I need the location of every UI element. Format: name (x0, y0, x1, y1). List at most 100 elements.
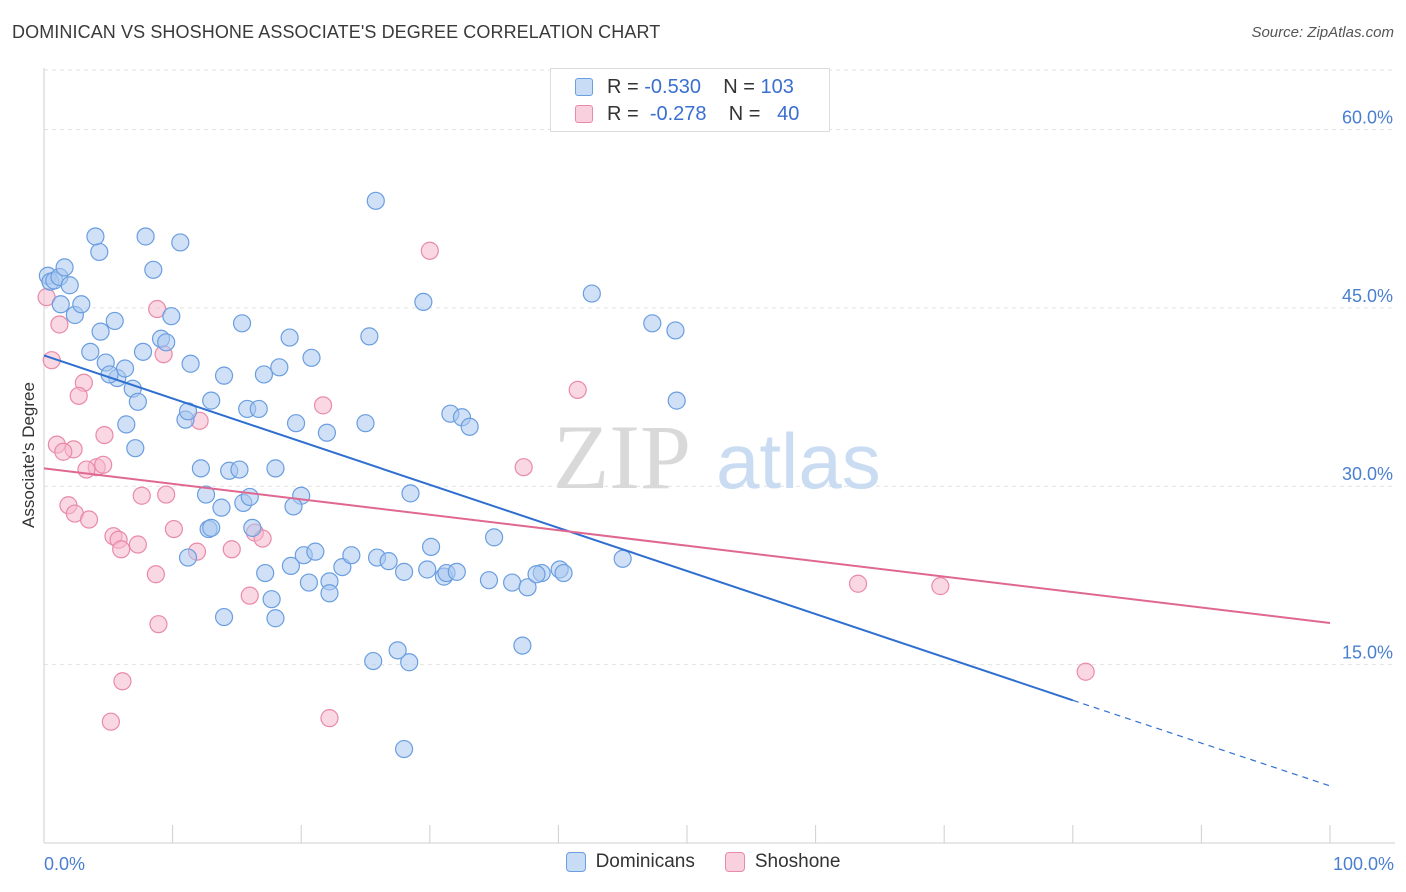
dominicans-point (284, 497, 303, 516)
shoshone-point (101, 712, 120, 731)
dominicans-point (460, 417, 479, 436)
grid-lines (44, 69, 1395, 666)
dominicans-point (178, 548, 198, 567)
dominicans-point (667, 391, 686, 410)
shoshone-point (420, 241, 439, 260)
shoshone-point (79, 510, 99, 529)
y-axis-label: Associate's Degree (19, 382, 38, 528)
dominicans-point (414, 292, 433, 311)
dominicans-point (72, 295, 91, 314)
dominicans-point (364, 651, 383, 671)
shoshone-point (222, 540, 241, 559)
shoshone-point (164, 519, 183, 539)
dominicans-point (286, 414, 306, 433)
dominicans-point (270, 358, 289, 377)
dominicans-point (281, 556, 301, 576)
dominicans-point (91, 322, 110, 341)
dominicans-point (388, 641, 407, 660)
dominicans-point (202, 391, 221, 410)
dominicans-point (527, 565, 546, 584)
dominicans-point (299, 573, 319, 592)
shoshone-point (313, 396, 333, 415)
dominicans-point (554, 563, 573, 583)
dominicans-point (262, 590, 281, 609)
dominicans-point (133, 342, 153, 361)
x-tick-labels: 0.0% 100.0% (44, 854, 1394, 874)
dominicans-point (447, 562, 466, 581)
dominicans-point (317, 423, 337, 442)
legend-n-label: N = (728, 102, 761, 125)
dominicans-point (115, 359, 135, 378)
shoshone-point (50, 315, 69, 334)
series-legend-shoshone[interactable]: Shoshone (724, 851, 841, 873)
dominicans-point (518, 578, 537, 597)
series-label-shoshone: Shoshone (754, 851, 841, 872)
dominicans-point (379, 552, 398, 571)
series-swatch-dominicans (565, 852, 586, 872)
watermark-atlas: atlas (716, 417, 881, 505)
legend-r-value: -0.530 (644, 75, 701, 98)
shoshone-point (95, 425, 114, 445)
dominicans-point (81, 342, 100, 361)
dominicans-point (144, 260, 163, 279)
y-tick-label: 30.0% (1342, 464, 1393, 484)
shoshone-point (94, 455, 113, 474)
x-tick-label: 100.0% (1333, 854, 1394, 874)
y-tick-label: 45.0% (1342, 286, 1393, 306)
series-shoshone-points (37, 241, 1095, 731)
dominicans-point (503, 573, 522, 592)
dominicans-point (485, 528, 504, 547)
dominicans-point (90, 242, 109, 262)
trend-lines (43, 354, 1331, 787)
dominicans-point (214, 607, 234, 627)
dominicans-point (366, 191, 385, 210)
shoshone-point (1076, 662, 1095, 681)
dominicans-point (513, 636, 532, 655)
y-tick-labels: 15.0% 30.0% 45.0% 60.0% (1342, 107, 1393, 662)
legend-r-value: -0.278 (649, 102, 707, 125)
dominicans-point (613, 549, 632, 568)
shoshone-point (848, 574, 868, 593)
shoshone-point (128, 535, 147, 554)
legend-n-value: 103 (760, 75, 794, 98)
dominicans-point (249, 399, 268, 419)
dominicans-point (360, 327, 379, 346)
legend-n-label: N = (723, 75, 755, 98)
dominicans-point (280, 328, 299, 347)
dominicans-point (256, 563, 275, 583)
shoshone-point (931, 577, 950, 596)
legend-row-dominicans: R = -0.530 N = 103 (575, 74, 794, 100)
dominicans-point (128, 392, 147, 411)
shoshone-point (568, 380, 587, 400)
dominicans-point (214, 366, 234, 385)
series-legend-dominicans[interactable]: Dominicans (565, 851, 695, 873)
dominicans-point (643, 314, 662, 333)
dominicans-point (232, 314, 252, 333)
dominicans-point (400, 653, 419, 672)
shoshone-point (320, 709, 339, 728)
dominicans-point (582, 284, 601, 303)
dominicans-point (157, 333, 176, 352)
dominicans-point (394, 739, 414, 759)
dominicans-point (421, 537, 441, 556)
series-dominicans-points (38, 191, 686, 759)
series-swatch-shoshone (724, 852, 745, 872)
dominicans-point (126, 439, 145, 458)
dominicans-point (55, 258, 74, 277)
shoshone-point (132, 486, 151, 505)
shoshone-point (149, 615, 168, 634)
shoshone-point (146, 565, 165, 584)
dominicans-point (181, 354, 200, 373)
dominicans-point (202, 518, 221, 537)
shoshone-point (69, 386, 88, 405)
dominicans-point (302, 348, 321, 367)
watermark-zip: ZIP (553, 406, 691, 508)
shoshone-point (113, 672, 132, 691)
y-tick-label: 60.0% (1342, 107, 1393, 127)
watermark: ZIP atlas (553, 406, 881, 508)
dominicans-point (162, 307, 181, 326)
chart-title: DOMINICAN VS SHOSHONE ASSOCIATE'S DEGREE… (12, 22, 661, 42)
shoshone-point (77, 460, 96, 479)
dominicans-point (240, 487, 259, 507)
dominicans-point (356, 414, 375, 433)
